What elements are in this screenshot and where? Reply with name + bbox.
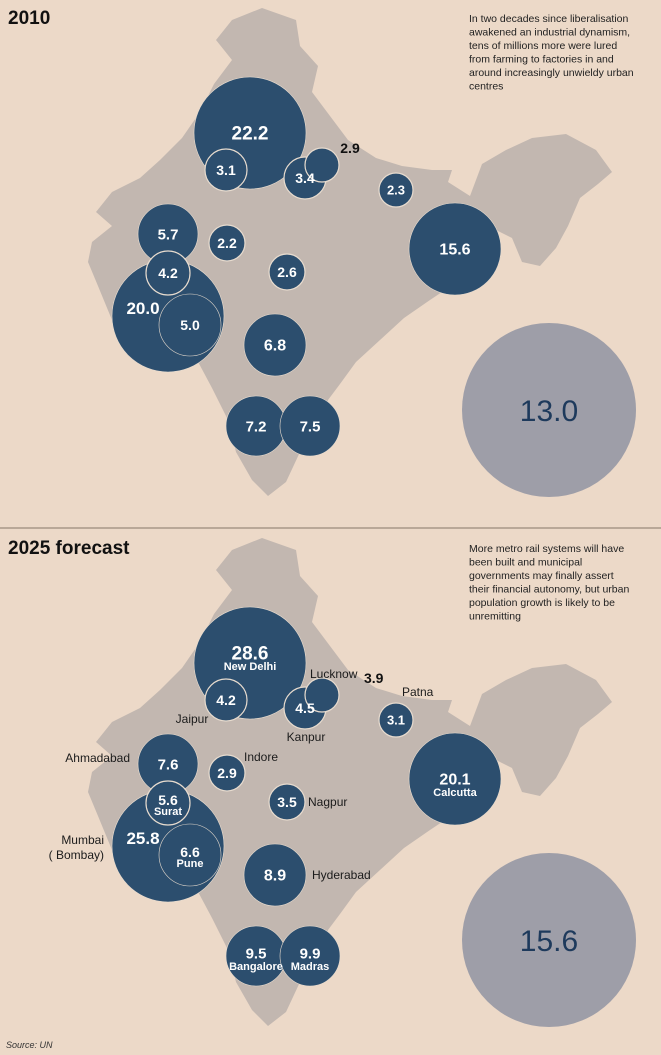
name-surat: Surat [154,806,182,818]
value-patna: 3.1 [387,713,405,728]
name-patna: Patna [402,685,434,699]
value-calcutta: 20.1 [439,772,470,789]
bubble-madras [279,925,341,987]
name-nagpur: Nagpur [308,795,347,809]
bubble-jaipur [204,678,248,722]
value-new-delhi: 28.6 [232,644,269,665]
bubble-nagpur [268,253,306,291]
name-new-delhi: New Delhi [224,661,277,673]
bubble-pune [158,823,222,887]
bubble-surat [145,250,191,296]
value-pune: 5.0 [180,317,200,333]
panel-note-line: awakened an industrial dynamism, [469,27,630,39]
panel-title: 2025 forecast [8,538,130,559]
panel-note-line: their financial autonomy, but urban [469,584,629,596]
panel-2010: 2010 In two decades since liberalisation a… [8,8,636,497]
bubble-indore [208,754,246,792]
value-surat: 4.2 [158,265,178,281]
value-nagpur: 3.5 [277,794,297,810]
bubble-pune [158,293,222,357]
name-lucknow: Lucknow [310,667,358,681]
value-indore: 2.9 [217,765,237,781]
total-value: 13.0 [520,395,578,428]
panel-note: More metro rail systems will have been bu… [469,543,629,623]
bubble-indore [208,224,246,262]
bubble-patna [378,172,414,208]
name-jaipur: Jaipur [176,712,209,726]
value-ahmadabad: 7.6 [158,756,179,773]
value-mumbai: 20.0 [126,299,159,318]
value-jaipur: 3.1 [216,162,236,178]
value-patna: 2.3 [387,183,405,198]
value-hyderabad: 6.8 [264,338,286,355]
panel-note-line: unremitting [469,611,521,623]
bubble-nagpur [268,783,306,821]
value-indore: 2.2 [217,235,237,251]
panel-note-line: around increasingly unwieldy urban [469,67,634,79]
panel-title: 2010 [8,8,50,29]
value-madras: 7.5 [300,418,321,435]
value-kanpur: 4.5 [295,700,315,716]
bubble-lucknow [304,147,340,183]
value-lucknow: 2.9 [340,140,360,156]
name-mumbai: Mumbai [61,833,104,847]
value-ahmadabad: 5.7 [158,226,179,243]
value-kanpur: 3.4 [295,170,315,186]
name-indore: Indore [244,750,278,764]
value-mumbai: 25.8 [126,829,159,848]
panel-note-line: In two decades since liberalisation [469,13,629,25]
panel-note-line: tens of millions more were lured [469,40,617,52]
bubble-hyderabad [243,843,307,907]
bubble-jaipur [204,148,248,192]
panel-note-line: centres [469,81,503,93]
value-bangalore: 9.5 [246,945,267,962]
panel-note-line: population growth is likely to be [469,597,615,609]
bubble-madras [279,395,341,457]
panel-note-line: from farming to factories in and [469,54,614,66]
total-bubble [462,323,636,497]
value-nagpur: 2.6 [277,264,297,280]
name-hyderabad: Hyderabad [312,868,371,882]
panel-note-line: More metro rail systems will have [469,543,624,555]
panel-note-line: governments may finally assert [469,570,614,582]
value-hyderabad: 8.9 [264,868,286,885]
name-bangalore: Bangalore [229,961,283,973]
value-surat: 5.6 [158,792,178,808]
bubble-lucknow [304,677,340,713]
name-madras: Madras [291,961,330,973]
name-calcutta: Calcutta [433,787,477,799]
total-value: 15.6 [520,925,578,958]
bubble-patna [378,702,414,738]
bubble-calcutta [408,732,502,826]
name-mumbai-extra: ( Bombay) [49,848,104,862]
bubble-hyderabad [243,313,307,377]
total-bubble [462,853,636,1027]
value-lucknow: 3.9 [364,670,384,686]
source-note: Source: UN [6,1040,53,1050]
value-pune: 6.6 [180,844,200,860]
name-pune: Pune [177,858,204,870]
panel-2025-forecast: 2025 forecast More metro rail systems wil… [8,538,636,1027]
name-ahmadabad: Ahmadabad [65,751,130,765]
value-bangalore: 7.2 [246,418,267,435]
bubble-surat [145,780,191,826]
panel-note-line: been built and municipal [469,557,582,569]
value-calcutta: 15.6 [439,242,470,259]
name-kanpur: Kanpur [287,730,326,744]
value-madras: 9.9 [300,945,321,962]
value-jaipur: 4.2 [216,692,236,708]
bubble-calcutta [408,202,502,296]
value-new-delhi: 22.2 [232,124,269,145]
panel-note: In two decades since liberalisation awake… [469,13,634,93]
